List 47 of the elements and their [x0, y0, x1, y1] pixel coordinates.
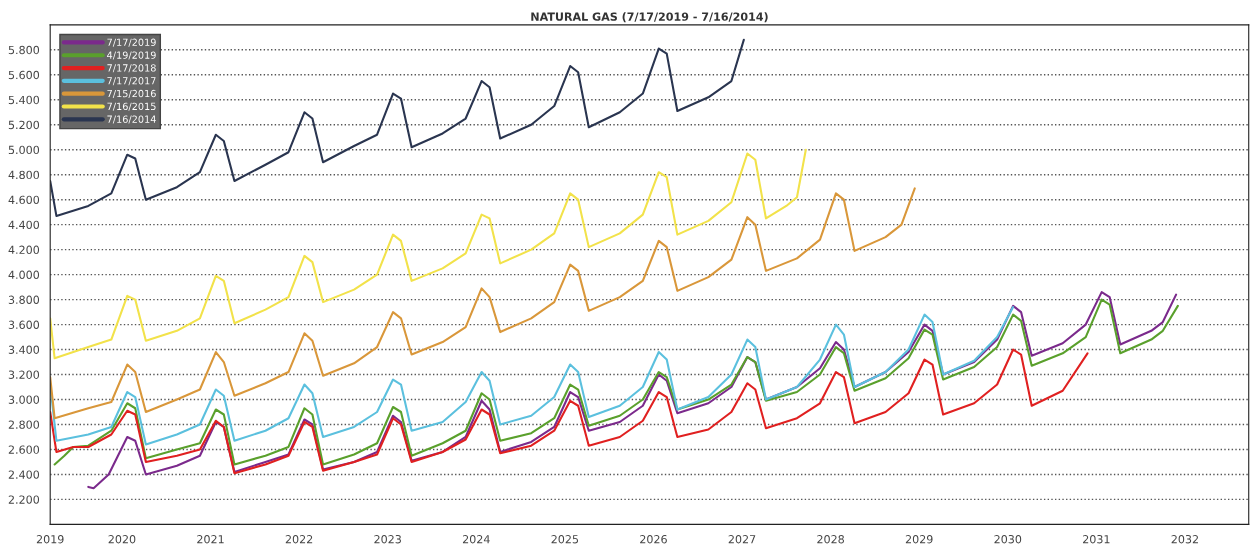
legend-label: 7/16/2015 [107, 102, 156, 111]
y-tick-label: 3.200 [8, 370, 40, 379]
y-tick-label: 3.800 [8, 295, 40, 304]
y-tick-label: 2.400 [8, 470, 40, 479]
y-tick-label: 3.400 [8, 345, 40, 354]
legend-label: 4/19/2019 [107, 51, 156, 60]
chart-title: NATURAL GAS (7/17/2019 - 7/16/2014) [531, 12, 768, 23]
x-tick-label: 2029 [905, 535, 933, 544]
y-tick-label: 5.600 [8, 70, 40, 80]
legend-label: 7/15/2016 [107, 89, 156, 98]
y-tick-label: 5.200 [8, 120, 40, 130]
x-tick-label: 2026 [640, 535, 667, 544]
legend-label: 7/16/2014 [107, 115, 156, 124]
y-tick-label: 2.200 [8, 495, 40, 504]
x-tick-label: 2031 [1083, 535, 1110, 544]
x-tick-label: 2024 [462, 535, 490, 544]
x-tick-label: 2019 [36, 535, 64, 544]
y-tick-label: 5.000 [8, 145, 40, 155]
x-tick-label: 2030 [994, 535, 1022, 544]
y-tick-label: 5.400 [8, 95, 40, 105]
y-tick-label: 5.800 [8, 45, 40, 55]
x-tick-label: 2020 [108, 535, 136, 544]
y-tick-label: 4.000 [8, 270, 40, 279]
y-tick-label: 4.200 [8, 245, 40, 255]
x-tick-label: 2021 [197, 535, 224, 544]
y-tick-label: 3.600 [8, 320, 40, 329]
line-series [53, 298, 1179, 466]
line-series [50, 306, 1015, 446]
x-tick-label: 2028 [817, 535, 844, 544]
y-tick-label: 4.400 [8, 220, 40, 230]
x-tick-label: 2032 [1171, 535, 1198, 544]
legend-label: 7/17/2017 [107, 77, 156, 86]
y-tick-label: 4.800 [8, 170, 40, 180]
y-tick-label: 4.600 [8, 195, 40, 205]
line-series [50, 187, 916, 420]
x-tick-label: 2023 [374, 535, 401, 544]
y-tick-label: 2.600 [8, 445, 40, 454]
legend-label: 7/17/2019 [107, 38, 156, 47]
x-tick-label: 2022 [285, 535, 313, 544]
line-series [50, 38, 745, 217]
line-series [50, 148, 807, 360]
legend-label: 7/17/2018 [107, 64, 156, 73]
y-tick-label: 2.800 [8, 420, 40, 429]
line-series [50, 348, 1089, 475]
x-tick-label: 2025 [551, 535, 579, 544]
y-tick-label: 3.000 [8, 395, 40, 404]
x-tick-label: 2027 [728, 535, 756, 544]
